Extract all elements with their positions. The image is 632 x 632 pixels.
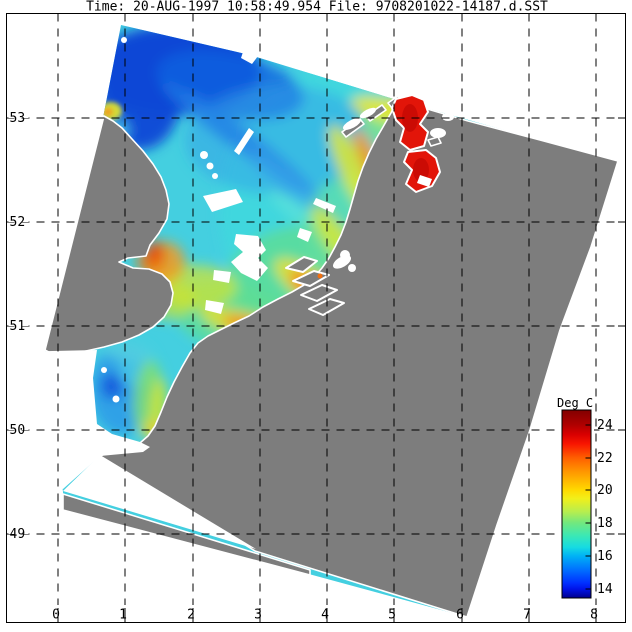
x-tick-label: 1 [119,608,127,623]
land-england [44,115,174,356]
plot-title: Time: 20-AUG-1997 10:58:49.954 File: 970… [86,0,548,15]
y-tick-label: 51 [10,319,26,334]
x-tick-label: 5 [388,608,396,623]
colorbar: Deg C 24 22 20 18 16 14 [556,392,613,603]
x-tick-label: 4 [321,608,329,623]
plot-border [6,13,626,623]
svg-text:18: 18 [597,516,613,531]
cloud-masks [8,37,454,549]
y-tick-label: 49 [10,527,26,542]
y-tick-label: 52 [10,215,26,230]
cloud-somme-band [63,455,256,549]
svg-text:14: 14 [597,582,613,597]
x-tick-label: 3 [254,608,262,623]
land-continent [99,99,619,618]
ijsselmeer-dark-core [402,104,429,182]
y-tick-label: 53 [10,111,26,126]
delta-warm-dot [317,273,323,279]
x-tick-label: 8 [590,608,598,623]
svg-text:24: 24 [597,418,613,433]
x-tick-label: 6 [456,608,464,623]
svg-text:20: 20 [597,483,613,498]
delta-islands [285,256,345,316]
grid-lines [6,13,626,605]
axis-ticks [6,13,626,623]
wadden-islands [341,95,442,147]
svg-text:22: 22 [597,451,613,466]
wash-warm-spot [100,102,122,120]
x-tick-label: 0 [52,608,60,623]
x-tick-label: 7 [523,608,531,623]
svg-text:16: 16 [597,549,613,564]
colorbar-gradient [561,409,592,599]
colorbar-tick-labels: 24 22 20 18 16 14 [597,418,613,597]
cloud-channel [8,350,150,489]
colorbar-ticks [585,424,592,590]
x-axis-labels: 0 1 2 3 4 5 6 7 8 [52,608,598,623]
x-tick-label: 2 [187,608,195,623]
colorbar-title: Deg C [557,396,593,410]
y-axis-labels: 53 52 51 50 49 [8,107,29,542]
y-tick-label: 50 [10,423,26,438]
